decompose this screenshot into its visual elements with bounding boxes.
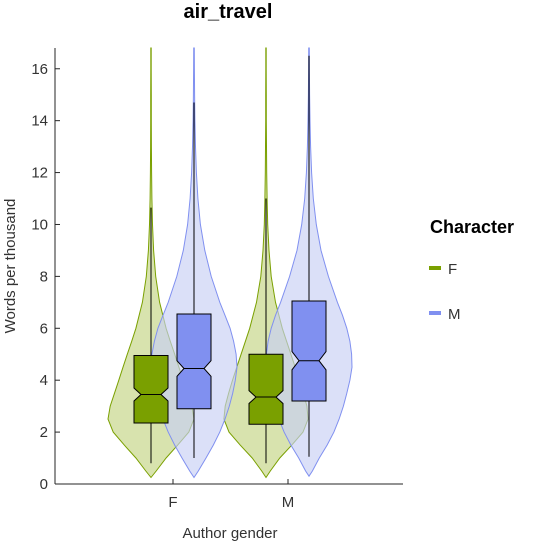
chart-title: air_travel (184, 1, 273, 23)
y-tick-label-4: 4 (40, 372, 48, 389)
boxplot-layer (133, 55, 327, 464)
y-tick-label-0: 0 (40, 476, 48, 493)
box-f-m-notched-box (248, 353, 284, 425)
legend-title: Character (430, 217, 514, 237)
y-tick-label-6: 6 (40, 320, 48, 337)
legend-label-f: F (448, 261, 457, 278)
y-tick-label-16: 16 (31, 61, 48, 78)
box-m-f-notched-box (176, 313, 212, 410)
legend-label-m: M (448, 306, 461, 323)
y-tick-label-12: 12 (31, 165, 48, 182)
x-axis-label: Author gender (182, 525, 277, 542)
y-tick-label-14: 14 (31, 113, 48, 130)
box-f-f-notched-box (133, 355, 169, 424)
y-axis-label: Words per thousand (2, 199, 19, 334)
y-tick-label-8: 8 (40, 268, 48, 285)
y-tick-label-10: 10 (31, 216, 48, 233)
y-tick-label-2: 2 (40, 424, 48, 441)
axes: 0 2 4 6 8 10 12 14 16 F M (31, 48, 403, 511)
x-tick-label-f: F (168, 494, 177, 511)
x-tick-label-m: M (282, 494, 295, 511)
box-m-m-notched-box (291, 300, 327, 402)
legend: Character F M (429, 217, 514, 323)
